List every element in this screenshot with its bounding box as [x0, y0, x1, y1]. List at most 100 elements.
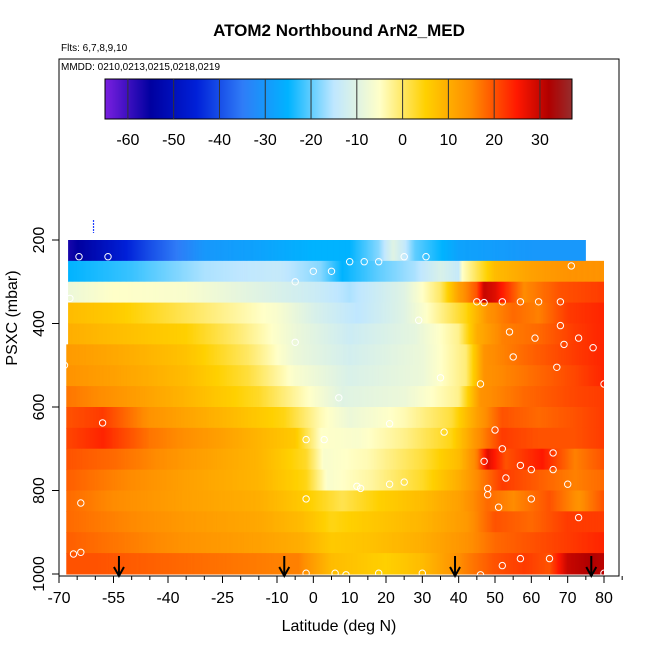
heatmap-cell — [73, 469, 76, 492]
heatmap-cell — [282, 302, 285, 325]
heatmap-cell — [97, 427, 100, 450]
heatmap-cell — [88, 302, 91, 325]
heatmap-cell — [381, 407, 384, 429]
heatmap-cell — [371, 260, 374, 283]
heatmap-cell — [353, 344, 355, 366]
heatmap-cell — [245, 344, 247, 366]
heatmap-cell — [578, 323, 580, 345]
heatmap-cell — [456, 281, 459, 304]
heatmap-cell — [342, 365, 344, 387]
heatmap-cell — [123, 281, 125, 304]
heatmap-cell — [443, 344, 445, 366]
heatmap-cell — [463, 427, 466, 450]
heatmap-cell — [118, 260, 121, 283]
heatmap-cell — [569, 407, 571, 429]
heatmap-cell — [561, 407, 564, 429]
heatmap-cell — [384, 323, 387, 345]
heatmap-cell — [532, 240, 535, 262]
heatmap-cell — [254, 260, 256, 283]
heatmap-cell — [284, 281, 286, 304]
heatmap-cell — [245, 365, 247, 387]
heatmap-cell — [210, 386, 212, 408]
heatmap-cell — [159, 240, 161, 262]
heatmap-cell — [135, 386, 138, 408]
heatmap-cell — [164, 407, 167, 429]
heatmap-cell — [543, 302, 545, 325]
heatmap-cell — [95, 344, 97, 366]
heatmap-cell — [75, 344, 78, 366]
heatmap-cell — [369, 281, 371, 304]
heatmap-cell — [286, 260, 289, 283]
heatmap-cell — [409, 344, 412, 366]
heatmap-cell — [228, 240, 231, 262]
heatmap-cell — [150, 323, 153, 345]
heatmap-cell — [600, 448, 602, 471]
heatmap-cell — [121, 365, 124, 387]
heatmap-cell — [374, 427, 377, 450]
heatmap-cell — [523, 365, 526, 387]
heatmap-cell — [548, 407, 551, 429]
heatmap-cell — [596, 448, 599, 471]
heatmap-cell — [407, 302, 410, 325]
heatmap-cell — [137, 469, 139, 492]
heatmap-cell — [516, 302, 519, 325]
heatmap-cell — [140, 323, 142, 345]
heatmap-cell — [70, 240, 73, 262]
heatmap-cell — [435, 323, 437, 345]
heatmap-cell — [234, 240, 237, 262]
heatmap-cell — [260, 365, 263, 387]
heatmap-cell — [147, 386, 150, 408]
heatmap-cell — [209, 386, 211, 408]
heatmap-cell — [146, 427, 149, 450]
heatmap-cell — [457, 448, 460, 471]
heatmap-cell — [125, 365, 127, 387]
heatmap-cell — [164, 260, 166, 283]
heatmap-cell — [368, 365, 371, 387]
heatmap-cell — [288, 240, 291, 262]
heatmap-cell — [284, 427, 287, 450]
heatmap-cell — [179, 448, 181, 471]
heatmap-cell — [347, 302, 350, 325]
heatmap-cell — [323, 323, 326, 345]
heatmap-cell — [149, 386, 151, 408]
heatmap-cell — [521, 386, 523, 408]
heatmap-cell — [524, 260, 526, 283]
heatmap-cell — [213, 260, 215, 283]
heatmap-cell — [468, 240, 471, 262]
heatmap-cell — [383, 365, 385, 387]
heatmap-cell — [482, 281, 484, 304]
heatmap-cell — [575, 407, 577, 429]
heatmap-cell — [476, 302, 478, 325]
heatmap-cell — [93, 240, 95, 262]
heatmap-cell — [321, 302, 323, 325]
heatmap-cell — [179, 365, 181, 387]
heatmap-cell — [482, 240, 484, 262]
heatmap-cell — [194, 427, 197, 450]
heatmap-cell — [557, 365, 559, 387]
heatmap-cell — [336, 323, 339, 345]
heatmap-cell — [562, 240, 565, 262]
heatmap-cell — [147, 323, 149, 345]
heatmap-cell — [199, 344, 202, 366]
heatmap-cell — [92, 281, 94, 304]
heatmap-cell — [450, 365, 452, 387]
heatmap-cell — [278, 281, 280, 304]
heatmap-cell — [535, 344, 538, 366]
heatmap-cell — [480, 281, 483, 304]
heatmap-cell — [242, 386, 245, 408]
heatmap-cell — [279, 281, 281, 304]
heatmap-cell — [141, 323, 143, 345]
heatmap-cell — [425, 386, 427, 408]
heatmap-cell — [507, 365, 510, 387]
heatmap-cell — [377, 407, 379, 429]
heatmap-cell — [151, 365, 154, 387]
heatmap-cell — [491, 448, 493, 471]
heatmap-cell — [275, 386, 277, 408]
heatmap-cell — [339, 260, 341, 283]
heatmap-cell — [407, 281, 410, 304]
heatmap-cell — [158, 281, 160, 304]
heatmap-cell — [139, 365, 142, 387]
heatmap-cell — [135, 260, 137, 283]
heatmap-cell — [82, 302, 85, 325]
heatmap-cell — [386, 260, 388, 283]
